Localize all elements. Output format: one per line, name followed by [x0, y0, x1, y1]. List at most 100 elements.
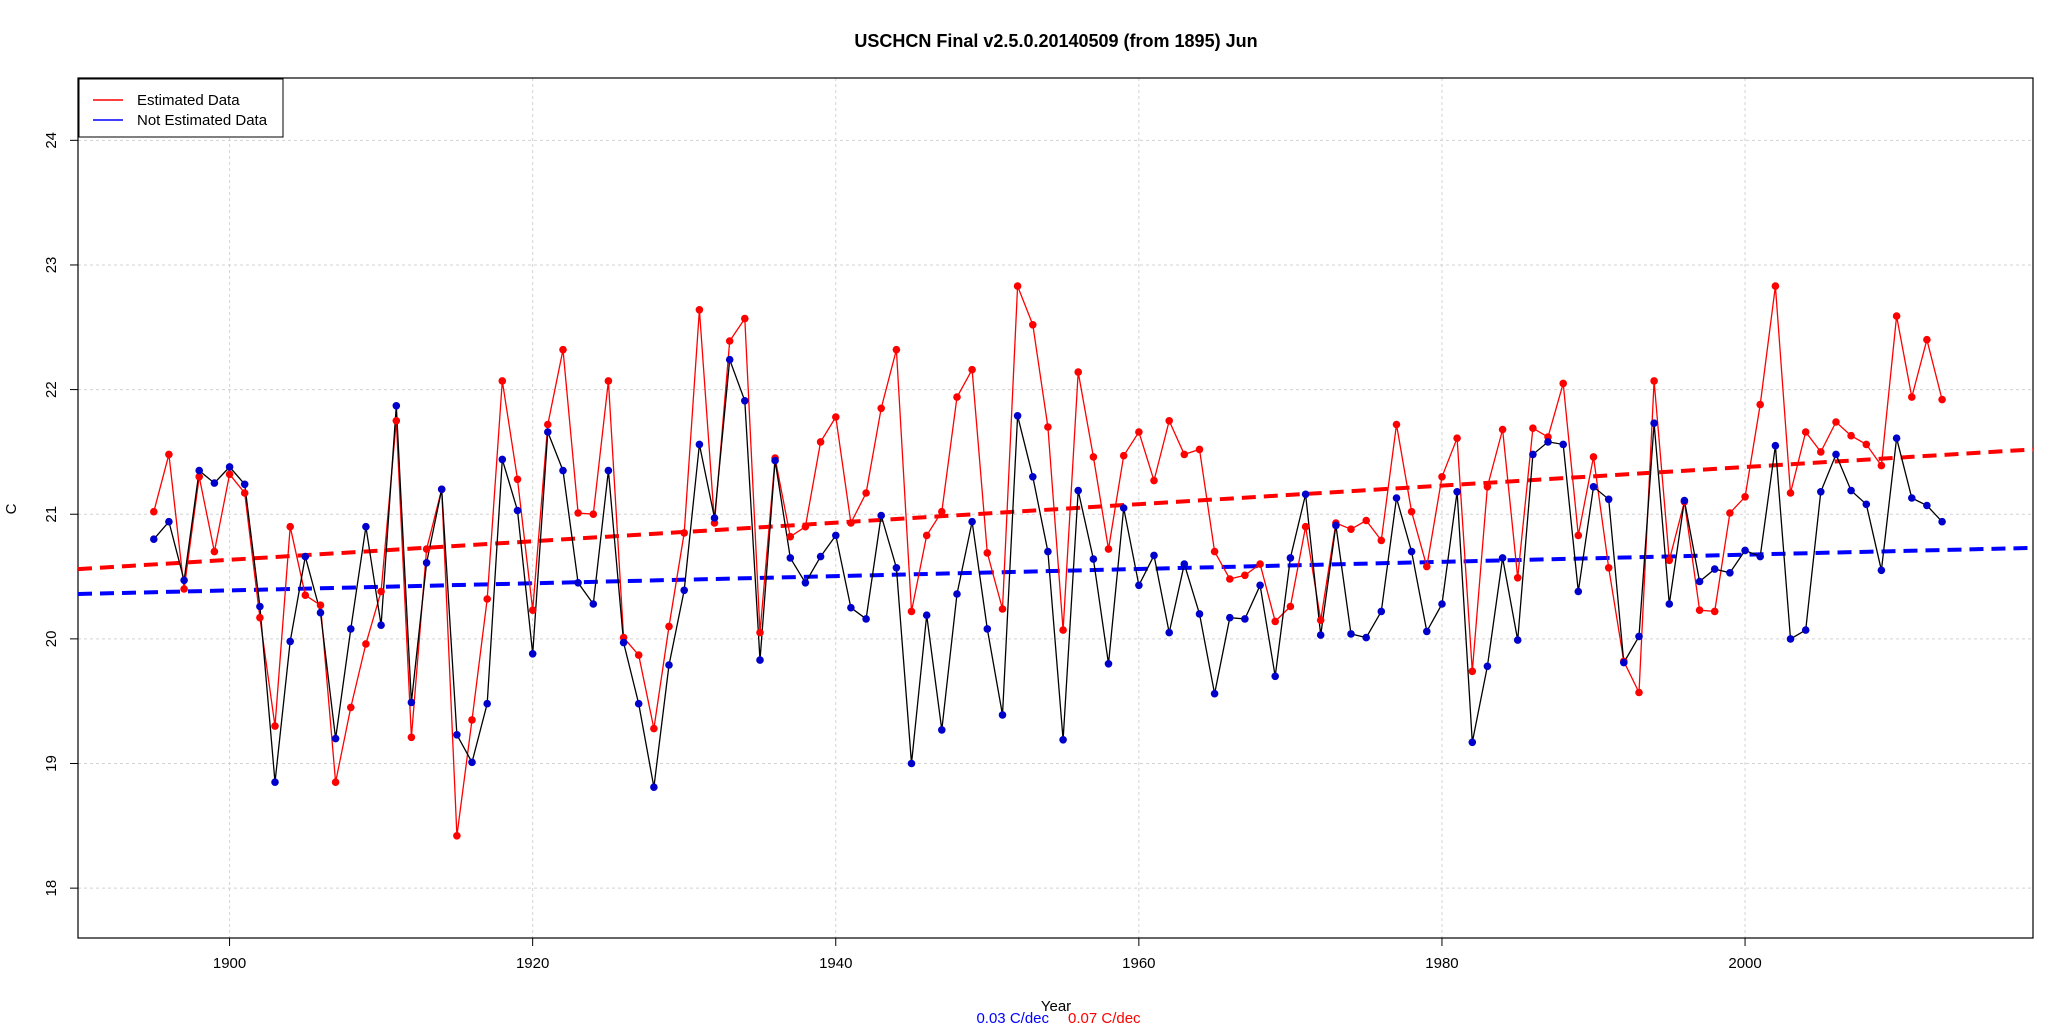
trend-line-estimated — [77, 447, 2034, 572]
plot-area-border — [77, 77, 2034, 939]
point-not-estimated — [256, 602, 264, 611]
point-estimated — [1877, 461, 1886, 470]
point-not-estimated — [1438, 600, 1446, 608]
point-not-estimated — [1362, 633, 1370, 642]
point-estimated — [1892, 312, 1901, 320]
point-estimated — [1165, 417, 1173, 425]
point-estimated — [165, 450, 173, 459]
point-not-estimated — [1407, 547, 1416, 556]
point-not-estimated — [1726, 569, 1734, 577]
point-not-estimated — [680, 586, 688, 595]
point-not-estimated — [892, 564, 901, 572]
point-estimated — [1362, 516, 1370, 525]
point-not-estimated — [953, 590, 961, 598]
legend-box — [78, 78, 284, 138]
point-not-estimated — [1529, 450, 1537, 459]
point-not-estimated — [1771, 441, 1780, 450]
point-estimated — [316, 601, 325, 609]
point-estimated — [1135, 428, 1143, 436]
point-estimated — [1453, 434, 1461, 443]
point-not-estimated — [195, 466, 203, 475]
point-not-estimated — [1756, 552, 1764, 561]
point-estimated — [1074, 368, 1082, 376]
point-not-estimated — [1574, 587, 1583, 596]
point-estimated — [1029, 321, 1037, 329]
point-not-estimated — [1074, 486, 1082, 495]
point-estimated — [1801, 428, 1810, 436]
point-not-estimated — [1301, 490, 1310, 499]
point-not-estimated — [1544, 438, 1552, 446]
point-not-estimated — [1377, 607, 1386, 616]
point-estimated — [801, 522, 810, 531]
point-estimated — [1271, 617, 1279, 626]
point-estimated — [1241, 571, 1249, 580]
point-estimated — [968, 365, 976, 374]
point-not-estimated — [574, 579, 582, 587]
point-estimated — [1574, 531, 1583, 540]
point-not-estimated — [604, 466, 613, 475]
point-not-estimated — [1316, 631, 1325, 639]
point-not-estimated — [1589, 483, 1598, 491]
point-not-estimated — [1256, 581, 1264, 590]
point-not-estimated — [316, 608, 325, 617]
point-not-estimated — [1710, 565, 1719, 573]
point-not-estimated — [377, 621, 385, 629]
point-not-estimated — [650, 783, 658, 791]
x-tick-label: 1920 — [516, 955, 549, 972]
point-estimated — [1226, 575, 1234, 583]
point-not-estimated — [513, 506, 522, 515]
point-estimated — [1938, 395, 1946, 404]
legend-label-not-estimated: Not Estimated Data — [137, 112, 268, 129]
x-tick-label: 1980 — [1425, 955, 1458, 972]
point-estimated — [498, 377, 507, 385]
point-estimated — [574, 509, 582, 517]
point-not-estimated — [847, 603, 855, 612]
point-not-estimated — [1695, 577, 1704, 586]
trend-label-not-estimated: 0.03 C/dec — [976, 1010, 1049, 1026]
point-not-estimated — [1044, 547, 1052, 556]
point-not-estimated — [1498, 554, 1507, 562]
point-not-estimated — [1847, 486, 1855, 495]
point-not-estimated — [1150, 551, 1158, 560]
point-not-estimated — [1392, 494, 1401, 502]
point-estimated — [544, 420, 552, 429]
point-estimated — [832, 413, 840, 421]
point-not-estimated — [240, 480, 249, 489]
point-not-estimated — [1089, 555, 1098, 563]
point-not-estimated — [710, 514, 719, 522]
point-not-estimated — [1286, 554, 1295, 562]
point-estimated — [331, 778, 340, 786]
point-estimated — [1468, 667, 1477, 676]
point-not-estimated — [801, 579, 810, 587]
point-estimated — [1650, 377, 1658, 385]
point-not-estimated — [1210, 689, 1219, 698]
x-axis-label: Year — [1041, 998, 1071, 1015]
point-estimated — [483, 595, 492, 603]
point-estimated — [225, 470, 234, 479]
point-not-estimated — [1165, 628, 1173, 637]
point-not-estimated — [1741, 546, 1749, 555]
point-not-estimated — [1559, 440, 1567, 449]
point-estimated — [892, 345, 901, 354]
y-axis: 18 19 20 21 22 23 24 — [43, 132, 78, 897]
point-estimated — [286, 522, 295, 531]
point-estimated — [1301, 522, 1310, 531]
point-estimated — [1923, 335, 1931, 344]
trend-line-not-estimated — [77, 545, 2034, 596]
point-not-estimated — [1786, 635, 1795, 643]
y-tick-label: 18 — [43, 880, 60, 897]
point-estimated — [1695, 606, 1704, 614]
point-estimated — [816, 438, 825, 446]
point-not-estimated — [1119, 504, 1128, 512]
y-tick-label: 19 — [43, 755, 60, 772]
point-not-estimated — [1468, 738, 1477, 747]
point-estimated — [528, 606, 537, 614]
point-estimated — [210, 547, 219, 556]
series-line-estimated — [153, 285, 1943, 836]
point-estimated — [1483, 483, 1492, 491]
point-estimated — [1756, 400, 1764, 409]
point-not-estimated — [1877, 566, 1886, 575]
legend: Estimated Data Not Estimated Data — [78, 78, 284, 138]
point-estimated — [847, 519, 855, 527]
